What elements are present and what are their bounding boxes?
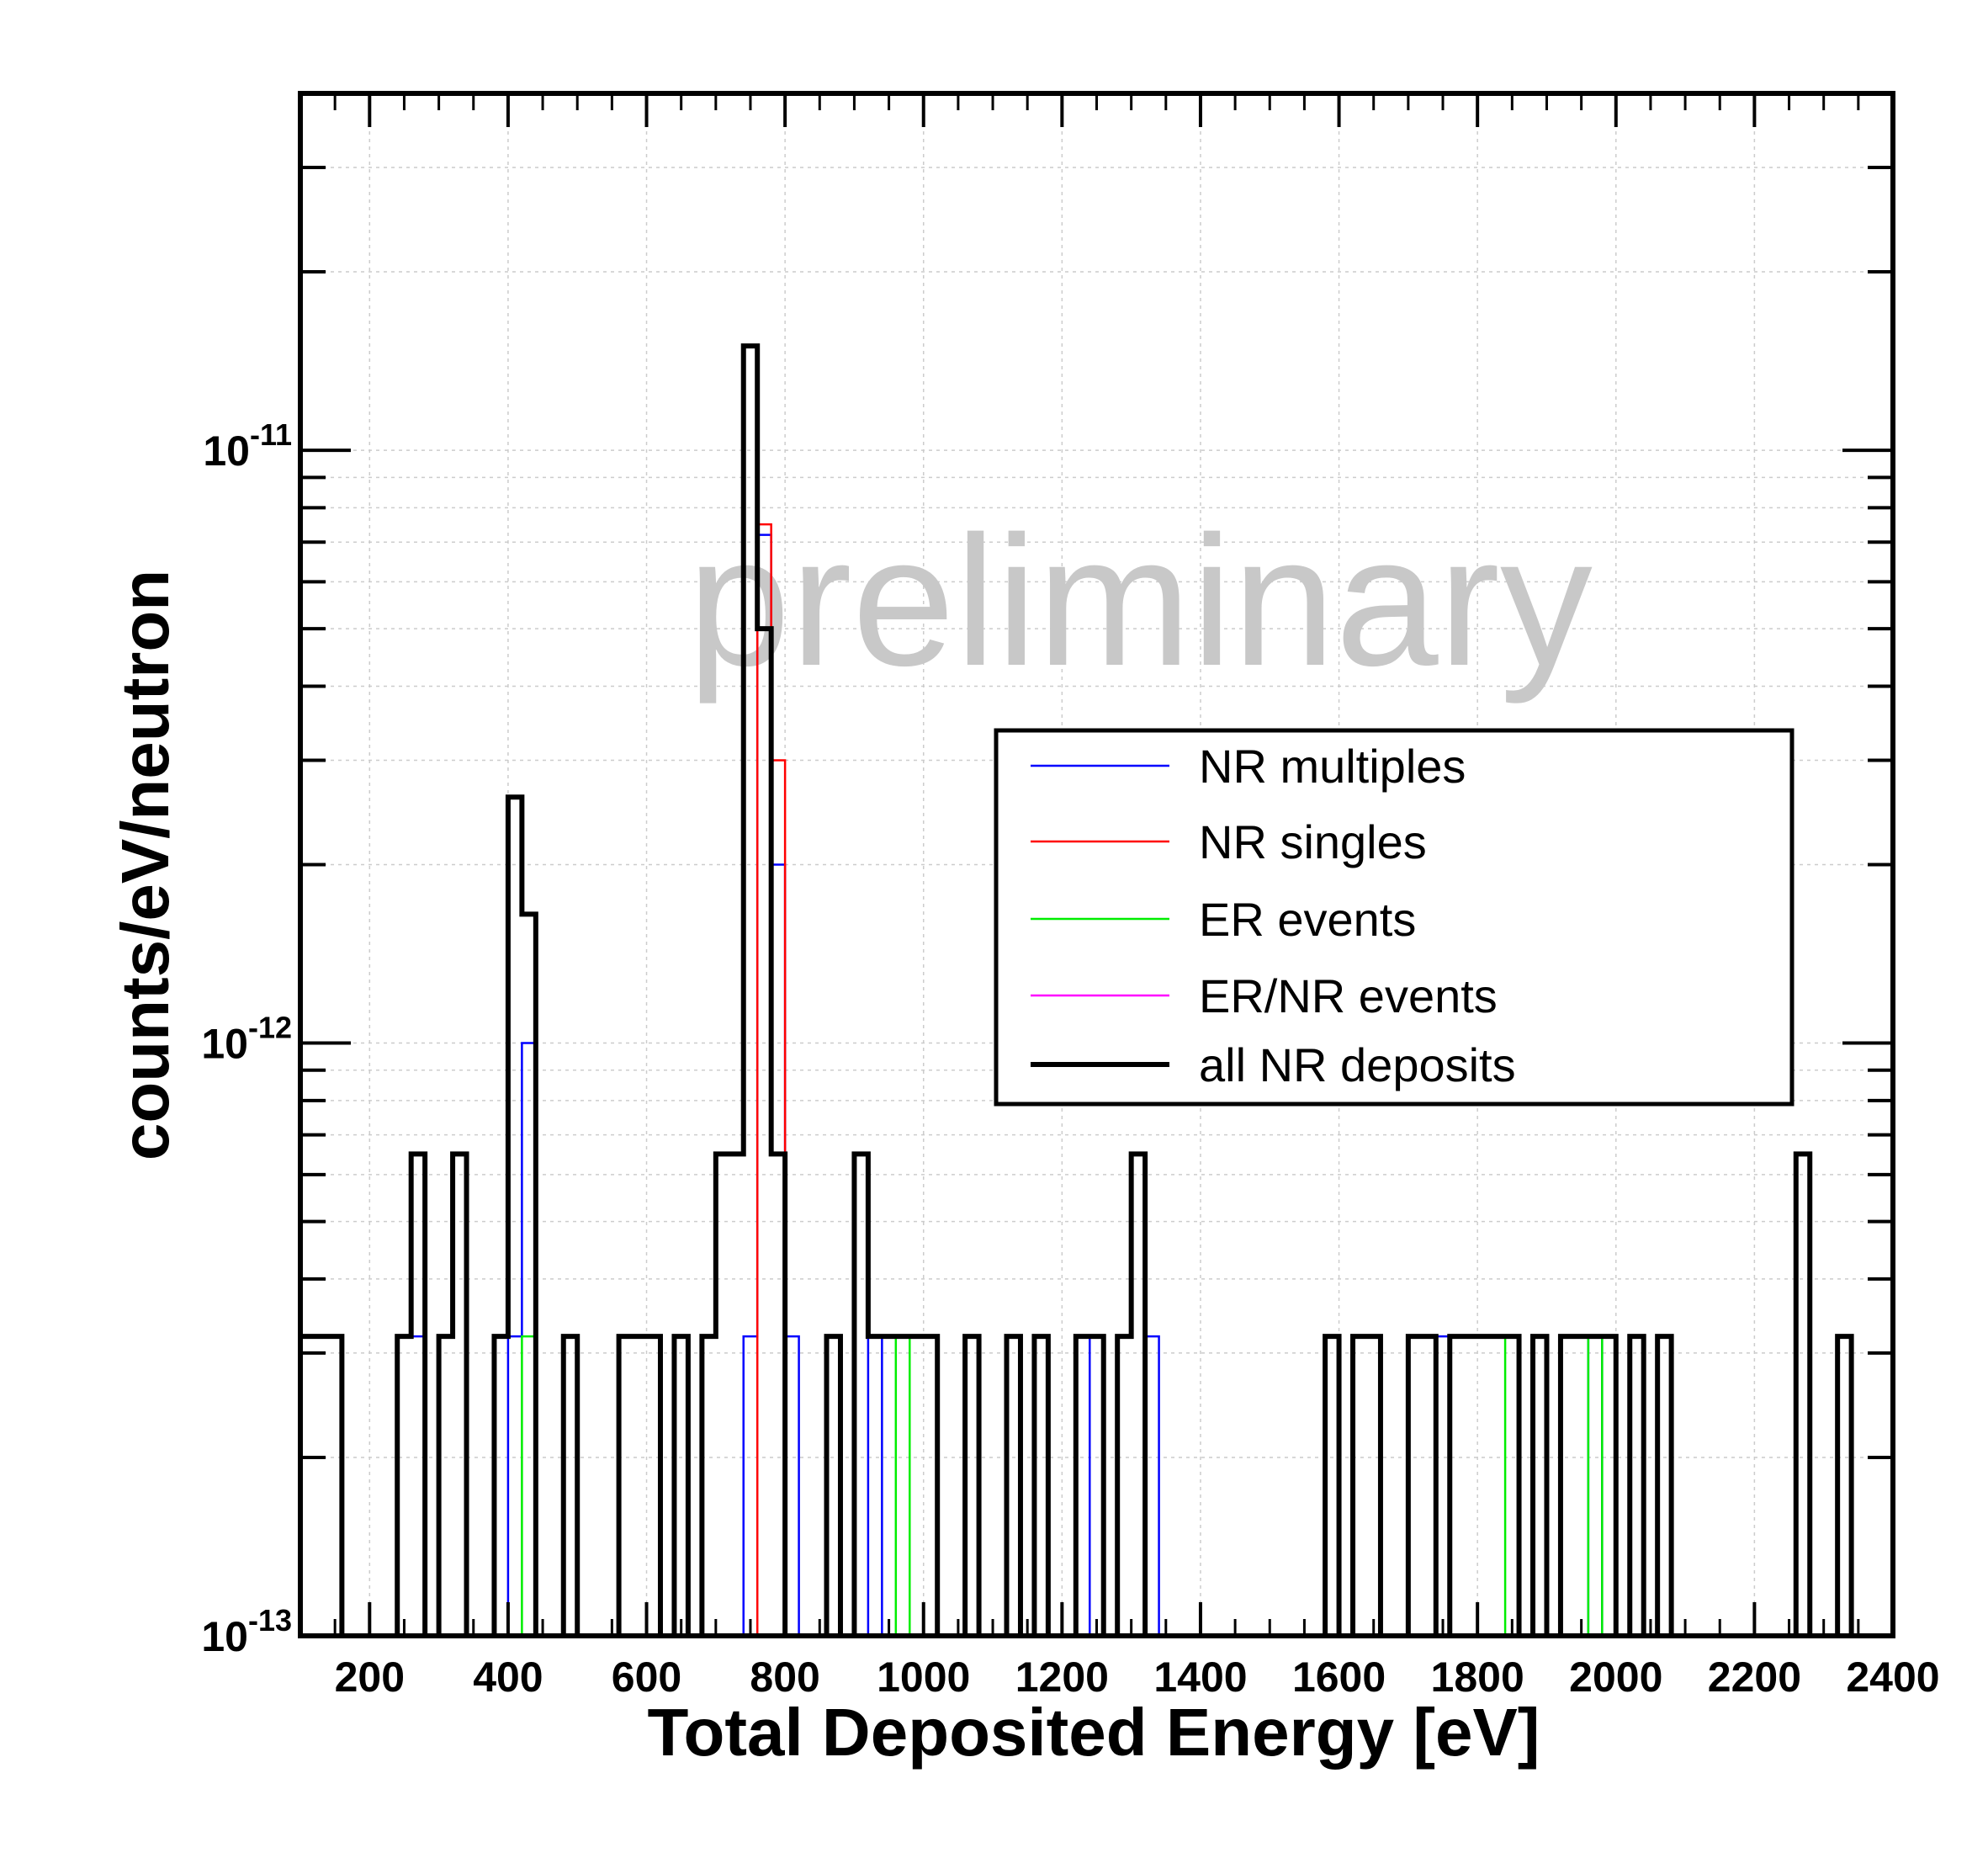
x-tick-label: 600 bbox=[612, 1654, 681, 1701]
legend-label: NR multiples bbox=[1199, 740, 1466, 793]
series-all-nr-deposits bbox=[298, 343, 1854, 1636]
x-tick-label: 2200 bbox=[1708, 1654, 1801, 1701]
x-tick-label: 1600 bbox=[1292, 1654, 1386, 1701]
x-tick-label: 400 bbox=[473, 1654, 543, 1701]
y-tick-exponent: -12 bbox=[248, 1011, 292, 1045]
y-tick-exponent: -13 bbox=[248, 1603, 292, 1638]
legend-entries: NR multiples NR singles ER events ER/NR eve… bbox=[1031, 740, 1516, 1091]
y-tick-exponent: -11 bbox=[250, 417, 292, 452]
y-tick-base: 10 bbox=[201, 1021, 248, 1068]
x-tick-label: 2000 bbox=[1569, 1654, 1662, 1701]
y-tick-base: 10 bbox=[203, 427, 250, 475]
legend-box bbox=[994, 728, 1795, 1107]
x-tick-label: 1200 bbox=[1015, 1654, 1109, 1701]
legend-label: ER events bbox=[1199, 893, 1416, 946]
axis-ticks bbox=[299, 92, 1895, 1638]
histogram-series bbox=[298, 343, 1854, 1636]
preliminary-watermark: preliminary bbox=[687, 497, 1593, 704]
legend: NR multiples NR singles ER events ER/NR eve… bbox=[994, 728, 1795, 1107]
y-tick-base: 10 bbox=[201, 1613, 248, 1660]
y-tick-label: 10-11 bbox=[203, 417, 292, 475]
y-tick-label: 10-13 bbox=[201, 1603, 292, 1660]
y-axis-title: counts/eV/neutron bbox=[108, 570, 183, 1160]
x-tick-label: 2400 bbox=[1846, 1654, 1939, 1701]
x-tick-label: 200 bbox=[335, 1654, 405, 1701]
x-axis-title: Total Deposited Energy [eV] bbox=[648, 1695, 1540, 1770]
x-tick-label: 1800 bbox=[1431, 1654, 1524, 1701]
x-tick-label: 1000 bbox=[877, 1654, 970, 1701]
legend-label: NR singles bbox=[1199, 815, 1427, 868]
legend-label: ER/NR events bbox=[1199, 969, 1498, 1022]
y-tick-label: 10-12 bbox=[201, 1011, 292, 1068]
plot-frame bbox=[298, 91, 1895, 1638]
x-tick-labels: 200 400 600 800 1000 1200 1400 1600 1800 2000 2200… bbox=[335, 1654, 1940, 1701]
x-tick-label: 800 bbox=[750, 1654, 819, 1701]
legend-label: all NR deposits bbox=[1199, 1038, 1516, 1091]
x-tick-label: 1400 bbox=[1153, 1654, 1247, 1701]
